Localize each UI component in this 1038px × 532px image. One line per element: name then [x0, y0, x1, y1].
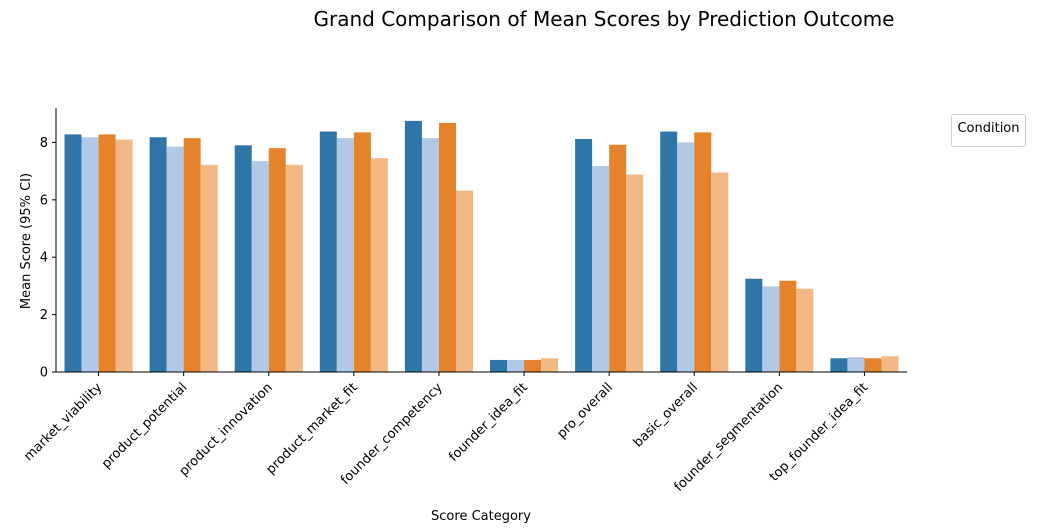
y-tick-label: 4 — [40, 251, 48, 266]
bar-top_founder_idea_fit-s3 — [864, 358, 882, 372]
bar-product_market_fit-s1 — [319, 131, 337, 372]
bar-founder_competency-s2 — [421, 138, 439, 372]
bar-founder_competency-s1 — [404, 120, 422, 372]
bar-founder_idea_fit-s3 — [524, 359, 542, 372]
bar-founder_competency-s4 — [455, 190, 473, 372]
bar-market_viability-s1 — [64, 134, 82, 372]
bar-founder_competency-s3 — [438, 122, 456, 372]
bar-founder_segmentation-s4 — [796, 288, 814, 372]
y-axis-label: Mean Score (95% CI) — [19, 173, 34, 309]
bar-pro_overall-s4 — [626, 174, 644, 372]
x-tick-label-product_market_fit: product_market_fit — [263, 380, 360, 477]
bar-pro_overall-s2 — [592, 165, 610, 372]
bar-product_potential-s3 — [183, 138, 201, 372]
chart-title: Grand Comparison of Mean Scores by Predi… — [314, 7, 895, 31]
bar-basic_overall-s2 — [677, 142, 695, 372]
x-tick-label-founder_idea_fit: founder_idea_fit — [446, 380, 531, 465]
bar-basic_overall-s1 — [660, 131, 678, 372]
bar-product_innovation-s3 — [268, 148, 286, 372]
x-tick-label-product_innovation: product_innovation — [177, 380, 276, 479]
bar-top_founder_idea_fit-s1 — [830, 358, 848, 372]
bar-founder_segmentation-s2 — [762, 286, 780, 372]
y-tick-label: 8 — [40, 136, 48, 151]
bar-founder_idea_fit-s2 — [507, 359, 525, 372]
bar-market_viability-s4 — [115, 139, 133, 372]
bar-product_innovation-s2 — [251, 161, 269, 372]
y-tick-label: 6 — [40, 193, 48, 208]
x-tick-label-basic_overall: basic_overall — [631, 380, 701, 450]
bar-top_founder_idea_fit-s2 — [847, 357, 865, 372]
bar-product_potential-s2 — [166, 146, 184, 372]
bar-product_market_fit-s4 — [370, 158, 388, 372]
bar-product_market_fit-s3 — [353, 132, 371, 372]
x-tick-label-product_potential: product_potential — [99, 380, 190, 471]
bar-product_potential-s4 — [200, 164, 218, 372]
y-axis: 0 2 4 6 8 — [40, 108, 57, 381]
bar-pro_overall-s3 — [609, 144, 627, 372]
y-tick-label: 2 — [40, 308, 48, 323]
bars-group — [64, 120, 899, 372]
bar-founder_idea_fit-s1 — [490, 359, 508, 372]
bar-basic_overall-s3 — [694, 132, 712, 372]
bar-product_potential-s1 — [149, 137, 167, 372]
bar-product_market_fit-s2 — [336, 138, 354, 372]
bar-founder_segmentation-s1 — [745, 278, 763, 372]
bar-founder_segmentation-s3 — [779, 280, 797, 372]
bar-product_innovation-s1 — [234, 145, 252, 372]
x-tick-label-pro_overall: pro_overall — [554, 380, 615, 441]
bar-founder_idea_fit-s4 — [541, 358, 559, 372]
legend: Condition — [951, 114, 1026, 147]
x-axis: market_viabilityproduct_potentialproduct… — [21, 371, 907, 495]
bar-pro_overall-s1 — [575, 138, 593, 372]
x-axis-label: Score Category — [431, 509, 531, 524]
bar-product_innovation-s4 — [285, 164, 303, 372]
bar-basic_overall-s4 — [711, 172, 729, 372]
x-tick-label-top_founder_idea_fit: top_founder_idea_fit — [767, 380, 871, 484]
y-tick-label: 0 — [40, 366, 48, 381]
x-tick-label-market_viability: market_viability — [21, 380, 105, 464]
bar-market_viability-s2 — [81, 137, 99, 372]
bar-top_founder_idea_fit-s4 — [881, 356, 899, 372]
legend-title: Condition — [957, 121, 1020, 136]
bar-market_viability-s3 — [98, 134, 116, 372]
